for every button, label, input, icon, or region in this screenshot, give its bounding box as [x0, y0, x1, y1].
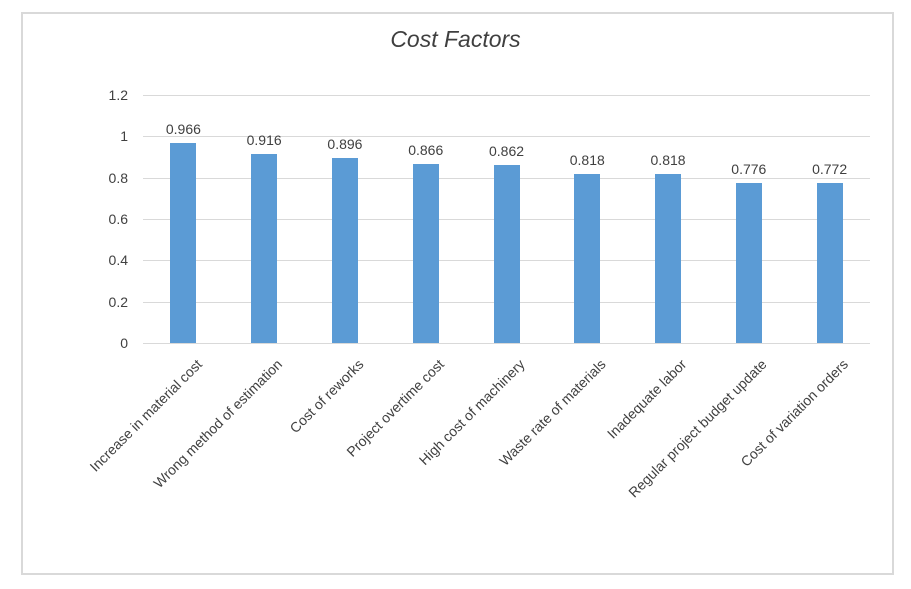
y-axis-tick-label: 1.2 [108, 87, 128, 103]
bar-value-label: 0.818 [650, 151, 686, 168]
bar [170, 143, 197, 343]
y-axis-tick-label: 0.6 [108, 211, 128, 227]
y-axis-tick-label: 0.2 [108, 293, 128, 310]
bar-value-label: 0.772 [812, 161, 848, 178]
y-axis-tick-label: 0.4 [108, 252, 128, 269]
y-axis-tick-label: 1 [120, 128, 128, 145]
plot-area: 0.966 0.916 0.896 0.866 0.862 0.818 0.818 0.776… [143, 95, 870, 344]
bar [574, 173, 601, 343]
bar [331, 157, 358, 343]
gridline [143, 136, 870, 138]
y-axis-tick-label: 0 [120, 335, 128, 351]
gridline [143, 95, 870, 96]
bar [655, 173, 682, 343]
bar [816, 183, 843, 343]
chart-title: Cost Factors [390, 26, 521, 52]
bar [735, 182, 762, 343]
bar-value-label: 0.862 [488, 142, 525, 159]
bar [493, 164, 520, 343]
bar-value-label: 0.916 [246, 131, 282, 148]
bar-value-label: 0.776 [731, 160, 767, 177]
bar-value-label: 0.896 [327, 135, 363, 152]
bar [251, 153, 278, 343]
x-axis-line [143, 343, 870, 344]
bar-value-label: 0.818 [569, 151, 605, 168]
bar [412, 164, 439, 343]
bar-value-label: 0.966 [165, 121, 201, 138]
y-axis-tick-label: 0.8 [108, 169, 128, 186]
bar-value-label: 0.866 [408, 142, 444, 159]
